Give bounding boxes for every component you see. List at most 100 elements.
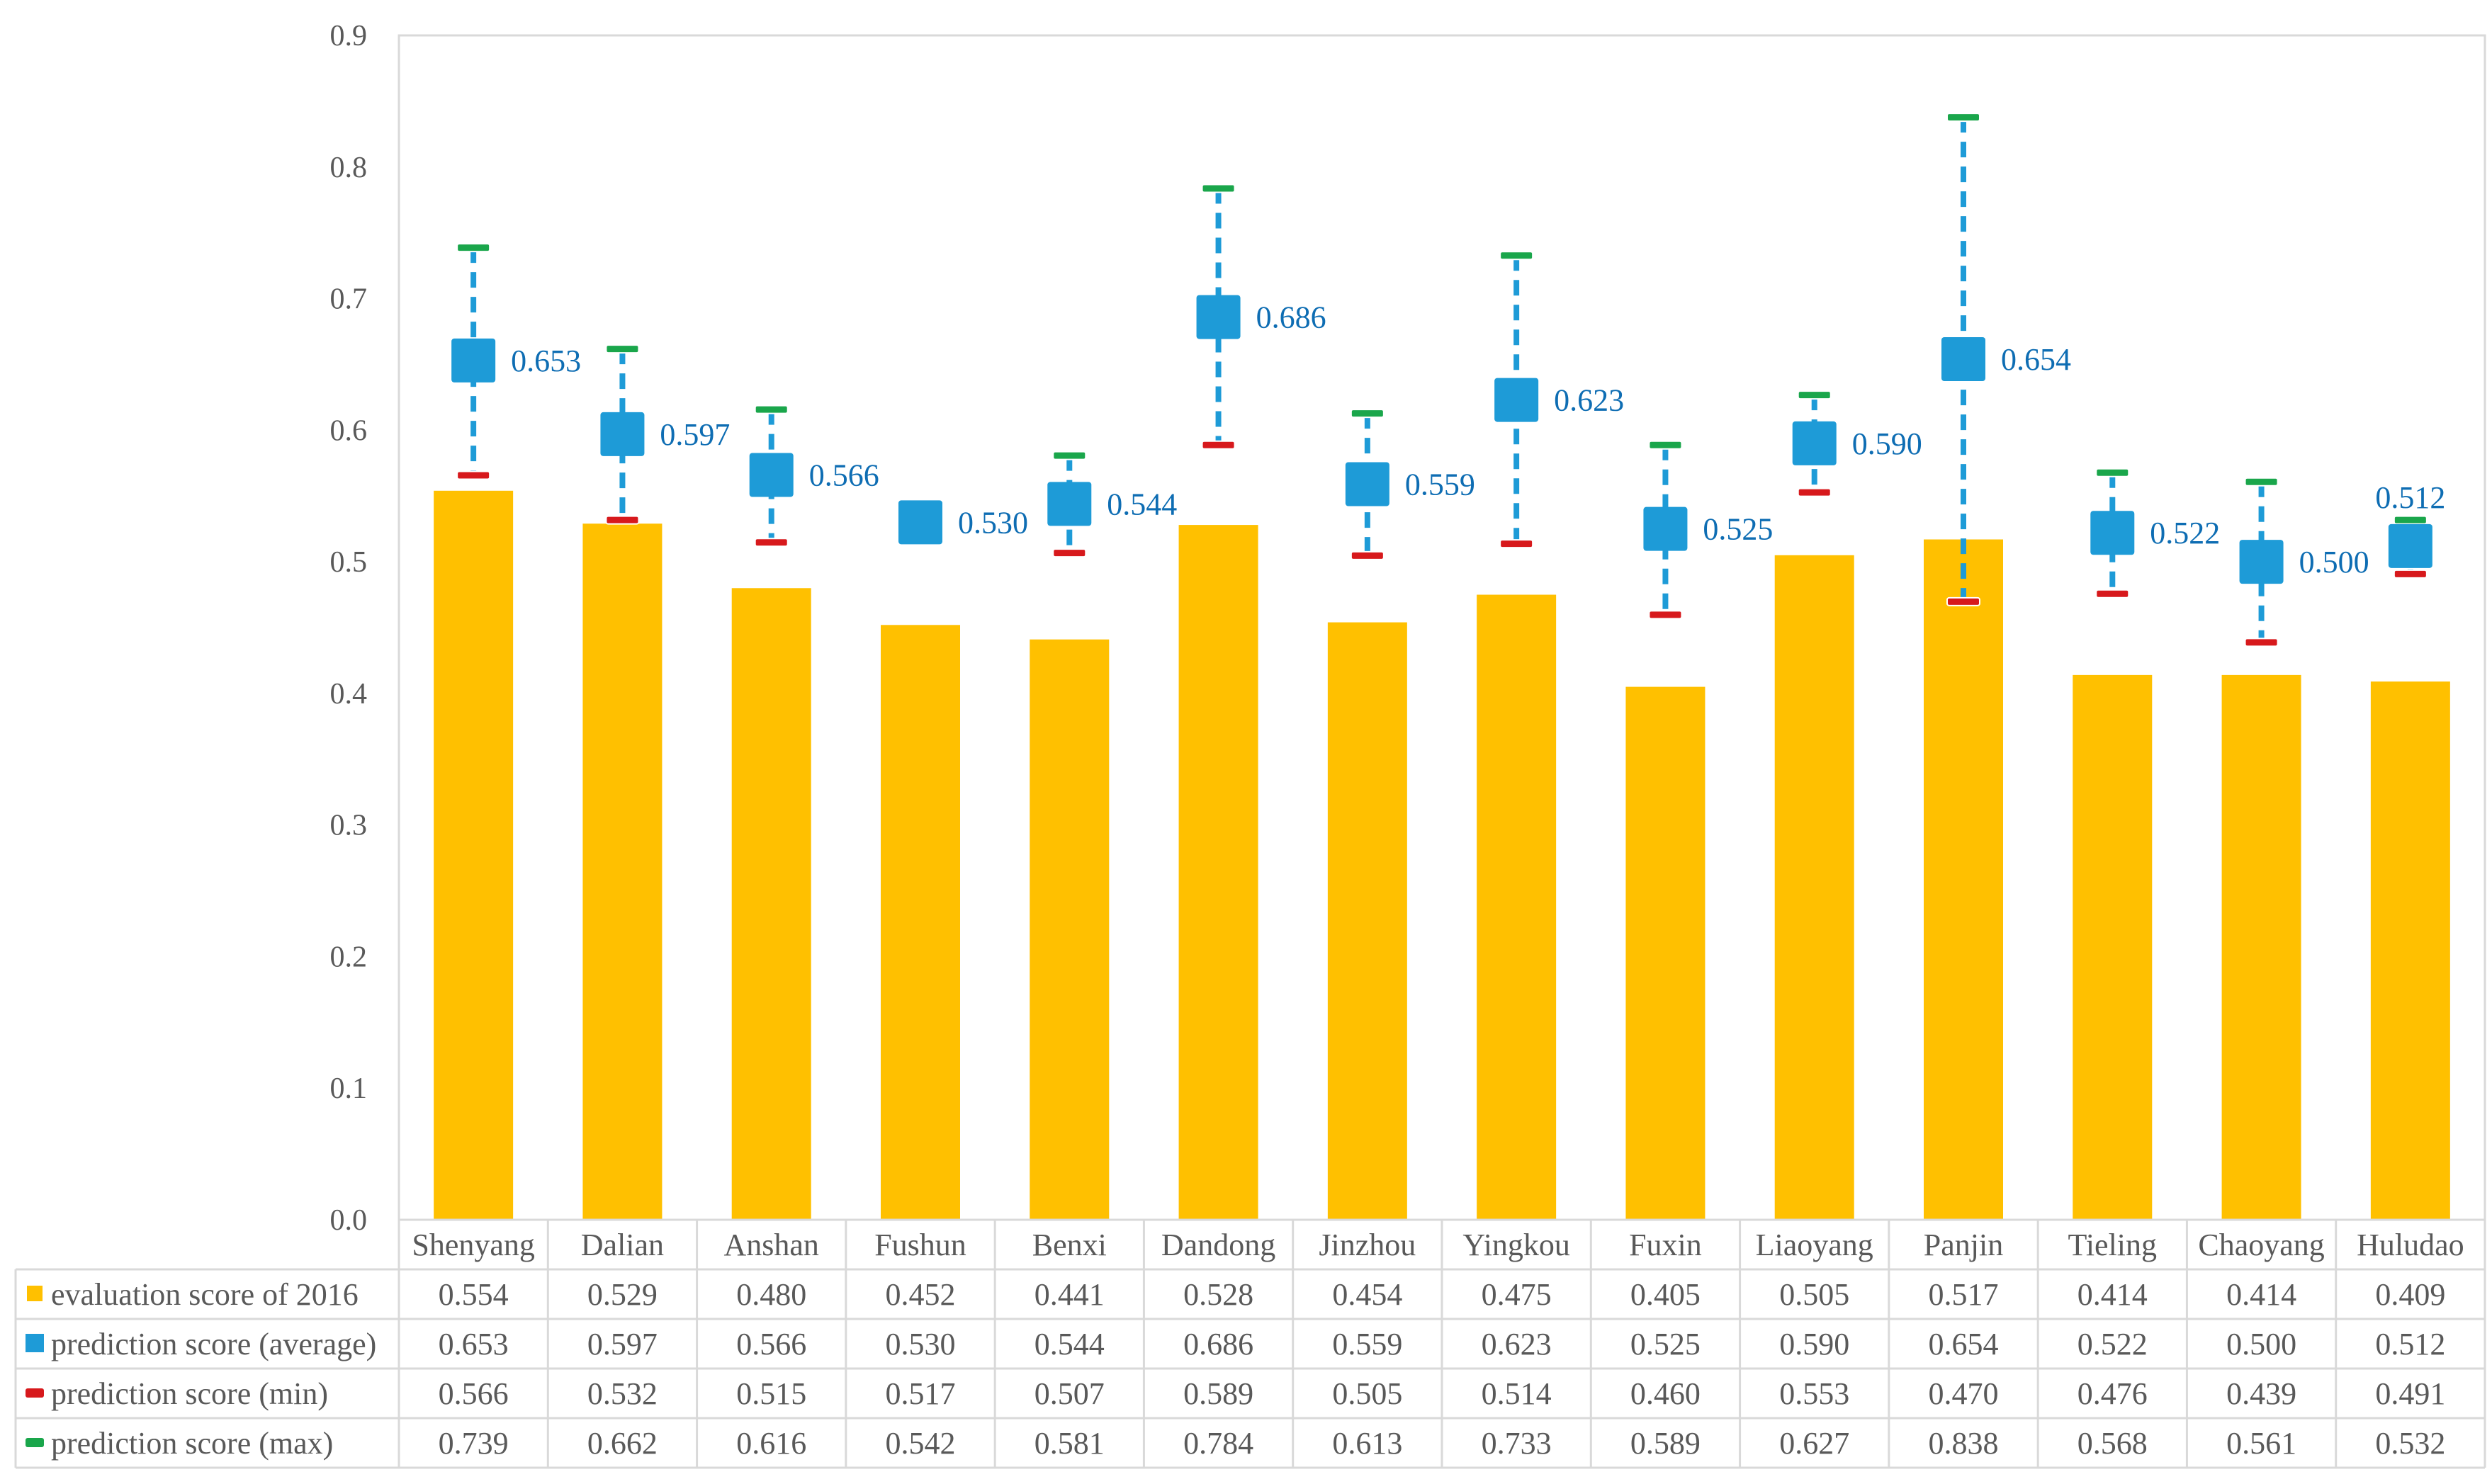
table-cell: 0.528 xyxy=(1183,1277,1253,1312)
category-label: Chaoyang xyxy=(2198,1228,2324,1262)
data-label: 0.597 xyxy=(660,417,730,452)
data-label: 0.623 xyxy=(1554,383,1624,418)
table-cell: 0.589 xyxy=(1183,1376,1253,1411)
bar-dandong xyxy=(1178,525,1258,1220)
table-cell: 0.733 xyxy=(1482,1426,1552,1461)
table-cell: 0.559 xyxy=(1332,1327,1402,1361)
table-cell: 0.597 xyxy=(587,1327,658,1361)
average-marker-dandong xyxy=(1196,295,1241,339)
average-marker-liaoyang xyxy=(1792,421,1837,465)
table-cell: 0.566 xyxy=(439,1376,509,1411)
data-table: Shenyang Dalian Anshan Fushun Benxi Dandong Ji… xyxy=(14,1218,2486,1469)
table-cell: 0.544 xyxy=(1034,1327,1105,1361)
table-cell: 0.514 xyxy=(1482,1376,1552,1411)
min-marker-benxi xyxy=(1052,548,1087,558)
table-cell: 0.405 xyxy=(1630,1277,1701,1312)
legend-key-max xyxy=(26,1438,44,1447)
data-label: 0.654 xyxy=(2001,342,2071,377)
table-cell: 0.500 xyxy=(2226,1327,2296,1361)
average-marker-fuxin xyxy=(1643,506,1688,551)
table-cell: 0.470 xyxy=(1929,1376,1999,1411)
min-marker-huludao xyxy=(2393,569,2428,579)
table-cell: 0.512 xyxy=(2375,1327,2445,1361)
table-cell: 0.589 xyxy=(1630,1426,1701,1461)
legend-entry: prediction score (min) xyxy=(51,1376,328,1411)
legend-key-min xyxy=(26,1388,44,1398)
data-label: 0.525 xyxy=(1703,512,1773,547)
table-cell: 0.515 xyxy=(736,1376,806,1411)
min-marker-yingkou xyxy=(1499,539,1534,549)
table-cell: 0.568 xyxy=(2077,1426,2148,1461)
table-cell: 0.590 xyxy=(1779,1327,1849,1361)
category-label: Shenyang xyxy=(412,1228,535,1262)
error-bars xyxy=(451,113,2432,647)
y-tick-label: 0.5 xyxy=(330,546,368,579)
table-cell: 0.686 xyxy=(1183,1327,1253,1361)
table-cell: 0.517 xyxy=(886,1376,956,1411)
table-cell: 0.517 xyxy=(1929,1277,1999,1312)
max-marker-anshan xyxy=(754,404,789,414)
max-marker-dalian xyxy=(605,344,640,354)
bar-liaoyang xyxy=(1774,555,1854,1220)
y-tick-label: 0.0 xyxy=(330,1204,368,1237)
bar-tieling xyxy=(2073,674,2153,1220)
data-label: 0.522 xyxy=(2150,516,2220,550)
table-cell: 0.414 xyxy=(2226,1277,2296,1312)
table-cell: 0.491 xyxy=(2375,1376,2445,1411)
category-label: Dalian xyxy=(581,1228,664,1262)
table-cell: 0.529 xyxy=(587,1277,658,1312)
table-cell: 0.623 xyxy=(1482,1327,1552,1361)
bar-huludao xyxy=(2370,681,2450,1220)
average-marker-yingkou xyxy=(1494,378,1539,422)
data-label: 0.566 xyxy=(809,458,879,492)
average-marker-benxi xyxy=(1047,482,1092,526)
table-cell: 0.739 xyxy=(439,1426,509,1461)
table-cell: 0.522 xyxy=(2077,1327,2148,1361)
bar-fushun xyxy=(881,625,960,1220)
min-marker-tieling xyxy=(2095,589,2130,599)
table-cell: 0.480 xyxy=(736,1277,806,1312)
category-label: Huludao xyxy=(2357,1228,2464,1262)
max-marker-benxi xyxy=(1052,451,1087,460)
table-cell: 0.475 xyxy=(1482,1277,1552,1312)
data-label: 0.530 xyxy=(958,505,1028,540)
table-cell: 0.532 xyxy=(587,1376,658,1411)
table-cell: 0.452 xyxy=(886,1277,956,1312)
category-label: Tieling xyxy=(2068,1228,2158,1262)
min-marker-fuxin xyxy=(1648,610,1683,620)
y-tick-label: 0.2 xyxy=(330,941,368,973)
y-tick-label: 0.9 xyxy=(330,20,368,52)
y-tick-label: 0.4 xyxy=(330,678,368,710)
bars-series xyxy=(434,490,2450,1220)
category-label: Yingkou xyxy=(1462,1228,1570,1262)
average-marker-panjin xyxy=(1941,337,1985,382)
max-marker-tieling xyxy=(2095,468,2130,477)
y-tick-label: 0.3 xyxy=(330,810,368,842)
bar-panjin xyxy=(1924,539,2003,1220)
table-cell: 0.838 xyxy=(1929,1426,1999,1461)
legend-key-average xyxy=(26,1334,44,1352)
y-axis: 0.0 0.1 0.2 0.3 0.4 0.5 0.6 0.7 0.8 0.9 xyxy=(330,20,368,1237)
min-marker-dandong xyxy=(1201,440,1236,450)
max-marker-huludao xyxy=(2393,515,2428,525)
table-cell: 0.460 xyxy=(1630,1376,1701,1411)
table-cell: 0.784 xyxy=(1183,1426,1253,1461)
min-marker-dalian xyxy=(605,515,640,525)
max-marker-panjin xyxy=(1946,113,1980,123)
table-cell: 0.662 xyxy=(587,1426,658,1461)
table-cell: 0.505 xyxy=(1332,1376,1402,1411)
category-label: Fuxin xyxy=(1629,1228,1702,1262)
table-cell: 0.507 xyxy=(1034,1376,1105,1411)
average-marker-huludao xyxy=(2388,523,2432,568)
category-label: Liaoyang xyxy=(1756,1228,1873,1262)
y-tick-label: 0.1 xyxy=(330,1072,368,1105)
min-marker-liaoyang xyxy=(1797,487,1832,497)
table-cell: 0.654 xyxy=(1929,1327,1999,1361)
y-tick-label: 0.8 xyxy=(330,152,368,184)
average-marker-chaoyang xyxy=(2239,540,2284,584)
legend-entry: prediction score (max) xyxy=(51,1426,333,1461)
bar-dalian xyxy=(582,523,663,1220)
table-cell: 0.561 xyxy=(2226,1426,2296,1461)
max-marker-liaoyang xyxy=(1797,390,1832,400)
